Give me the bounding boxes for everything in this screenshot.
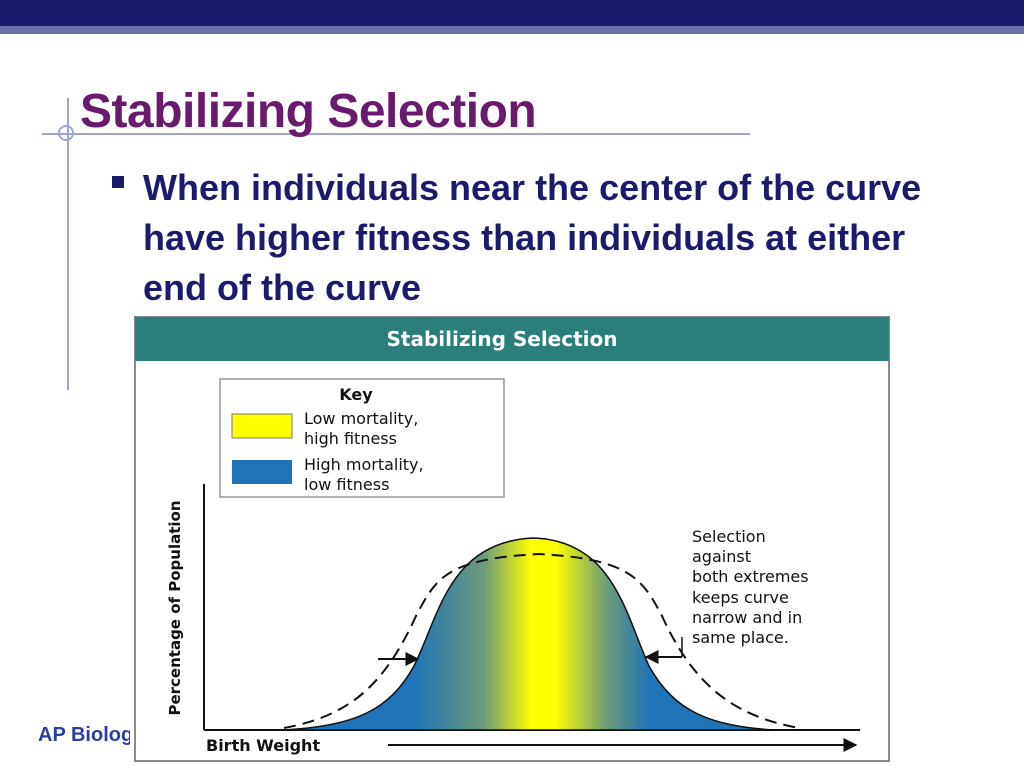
key-title: Key xyxy=(339,385,373,404)
stabilizing-selection-figure: Stabilizing Selection Key Low mortality,… xyxy=(134,316,890,762)
annotation-line-6: same place. xyxy=(692,628,789,647)
y-axis-label: Percentage of Population xyxy=(166,500,184,715)
key-item-1-line2: high fitness xyxy=(304,429,397,448)
original-distribution-curve xyxy=(283,552,800,729)
figure-header-title: Stabilizing Selection xyxy=(387,327,618,351)
top-bar xyxy=(0,0,1024,26)
selected-distribution-curve xyxy=(283,537,775,731)
annotation-line-3: both extremes xyxy=(692,567,809,586)
slide-title: Stabilizing Selection xyxy=(80,85,537,138)
annotation-line-5: narrow and in xyxy=(692,608,802,627)
annotation-line-1: Selection xyxy=(692,527,766,546)
footer-text: AP Biology xyxy=(38,724,130,746)
annotation-line-4: keeps curve xyxy=(692,588,789,607)
key-item-2-line1: High mortality, xyxy=(304,455,424,474)
annotation-line-2: against xyxy=(692,547,751,566)
key-item-1-line1: Low mortality, xyxy=(304,409,418,428)
top-bar-stripe xyxy=(0,26,1024,34)
key-item-2-line2: low fitness xyxy=(304,475,389,494)
bullet-text: When individuals near the center of the … xyxy=(143,167,922,308)
figure-svg: Stabilizing Selection Key Low mortality,… xyxy=(134,316,890,762)
vertical-guide-line xyxy=(67,98,69,390)
crosshair-circle xyxy=(58,125,74,141)
bullet-square-icon xyxy=(112,176,124,188)
x-axis-label: Birth Weight xyxy=(206,736,320,755)
selection-annotation: Selection against both extremes keeps cu… xyxy=(692,527,814,647)
figure-header-bar xyxy=(135,317,889,361)
horizontal-guide-line xyxy=(42,133,750,135)
key-swatch-high-fitness xyxy=(231,413,293,439)
key-swatch-low-fitness xyxy=(232,460,292,484)
